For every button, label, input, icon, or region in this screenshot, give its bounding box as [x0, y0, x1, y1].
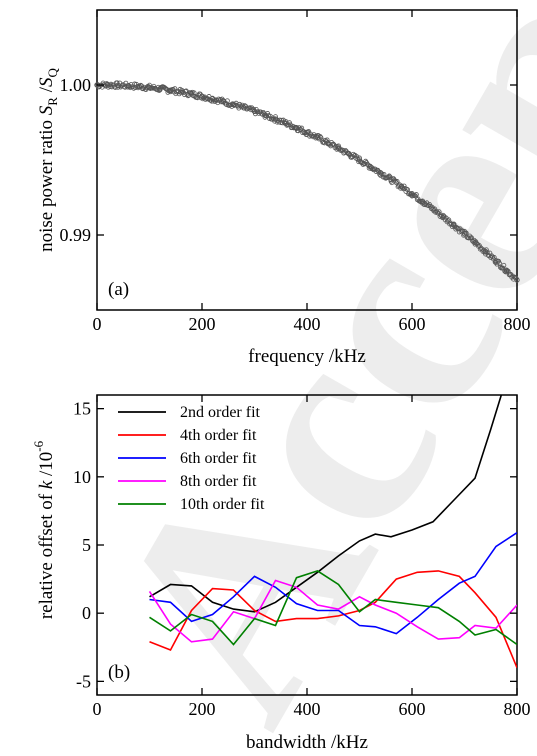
y-tick-label-b: -5	[76, 671, 91, 691]
scatter-point	[379, 171, 385, 177]
scatter-point	[195, 95, 201, 101]
scatter-point	[112, 85, 118, 90]
scatter-point	[209, 98, 215, 104]
scatter-point	[394, 179, 400, 184]
y-tick-label-b: 5	[82, 535, 91, 555]
x-axis-label-b: bandwidth /kHz	[246, 732, 368, 753]
scatter-point	[491, 255, 497, 260]
scatter-point-cloud	[94, 80, 519, 282]
y-tick-label-b: 10	[73, 467, 91, 487]
scatter-point	[357, 155, 362, 161]
scatter-point	[378, 170, 384, 176]
y-axis-label-b-var: k	[36, 480, 57, 489]
scatter-point	[354, 154, 360, 159]
scatter-point	[336, 143, 341, 149]
scatter-point	[273, 114, 278, 120]
x-tick-label-a: 200	[189, 314, 216, 334]
y-axis-label-a-slash: /	[36, 86, 57, 97]
y-axis-label-a-main: noise power ratio	[36, 115, 57, 252]
scatter-point	[260, 109, 266, 115]
y-axis-label-a: noise power ratio SR /SQ	[36, 68, 60, 252]
x-axis-ticks-b: 0 200 400 600 800	[93, 395, 531, 719]
scatter-point	[504, 268, 510, 274]
scatter-point	[264, 113, 270, 119]
scatter-point	[370, 166, 376, 172]
legend-b: 2nd order fit 4th order fit 6th order fit 8…	[118, 404, 265, 513]
y-axis-label-b-exp: -6	[31, 440, 46, 451]
scatter-point	[368, 166, 374, 172]
x-tick-label-a: 600	[399, 314, 426, 334]
series-line-3	[149, 532, 517, 635]
series-line-1	[149, 395, 503, 613]
scatter-point	[451, 221, 457, 227]
panel-label-a: (a)	[108, 279, 129, 300]
x-axis-label-a: frequency /kHz	[248, 346, 366, 367]
scatter-point	[278, 120, 284, 125]
scatter-point	[123, 80, 129, 86]
y-axis-label-a-var1: S	[36, 105, 57, 115]
y-tick-label-b: 15	[73, 399, 91, 419]
y-axis-ticks-a: 0.99 1.00	[60, 75, 517, 245]
scatter-point	[441, 213, 446, 218]
scatter-point	[401, 183, 407, 189]
chart-panel-a: 0 200 400 600 800 0.99 1.00 (a) frequency /kH…	[36, 9, 531, 367]
x-tick-label-b: 0	[93, 699, 102, 719]
scatter-point	[317, 134, 323, 139]
scatter-point	[300, 130, 306, 136]
panel-label-b: (b)	[108, 662, 130, 683]
scatter-point	[469, 235, 474, 241]
x-tick-label-a: 0	[93, 314, 102, 334]
scatter-point	[393, 180, 399, 186]
scatter-point	[251, 106, 257, 112]
scatter-point	[286, 122, 292, 128]
scatter-point	[381, 171, 387, 177]
scatter-point	[224, 98, 230, 104]
y-axis-label-a-sub2: Q	[45, 68, 60, 78]
scatter-point	[483, 247, 489, 253]
x-tick-label-b: 400	[294, 699, 321, 719]
line-series-b	[148, 395, 517, 669]
y-axis-label-a-sub1: R	[45, 97, 60, 106]
y-axis-label-b-main: relative offset of	[36, 489, 57, 619]
y-axis-label-b: relative offset of k /10-6	[31, 440, 57, 619]
y-axis-ticks-b: -5 0 5 10 15	[73, 399, 517, 691]
scatter-point	[385, 174, 391, 180]
scatter-point	[413, 192, 419, 197]
legend-entry: 4th order fit	[180, 427, 257, 444]
series-line-2	[149, 570, 517, 669]
scatter-point	[512, 274, 518, 280]
legend-entry: 6th order fit	[180, 450, 257, 467]
series-line-5	[149, 570, 517, 646]
watermark: Accepted Manuscript	[40, 0, 537, 756]
legend-entry: 8th order fit	[180, 473, 257, 490]
legend-entry: 10th order fit	[180, 496, 265, 513]
x-tick-label-a: 800	[504, 314, 531, 334]
y-axis-label-a-var2: S	[36, 77, 57, 87]
scatter-point	[112, 84, 117, 90]
scatter-series-a	[94, 80, 520, 283]
legend-entry: 2nd order fit	[180, 404, 261, 421]
scatter-point	[277, 117, 283, 123]
x-tick-label-b: 800	[504, 699, 531, 719]
scatter-point	[481, 247, 487, 253]
scatter-point	[364, 161, 370, 167]
scatter-point	[386, 173, 392, 179]
x-tick-label-a: 400	[294, 314, 321, 334]
scatter-point	[318, 135, 324, 141]
x-tick-label-b: 200	[189, 699, 216, 719]
scatter-point	[463, 230, 469, 236]
y-axis-label-b-unit: /10	[36, 452, 57, 481]
scatter-point	[513, 275, 519, 281]
x-axis-ticks-a: 0 200 400 600 800	[93, 10, 531, 334]
x-tick-label-b: 600	[399, 699, 426, 719]
y-tick-label-a: 1.00	[60, 75, 92, 95]
scatter-point	[458, 228, 464, 234]
y-tick-label-a: 0.99	[60, 225, 92, 245]
series-line-4	[148, 579, 517, 643]
y-tick-label-b: 0	[82, 603, 91, 623]
scatter-point	[501, 262, 507, 268]
